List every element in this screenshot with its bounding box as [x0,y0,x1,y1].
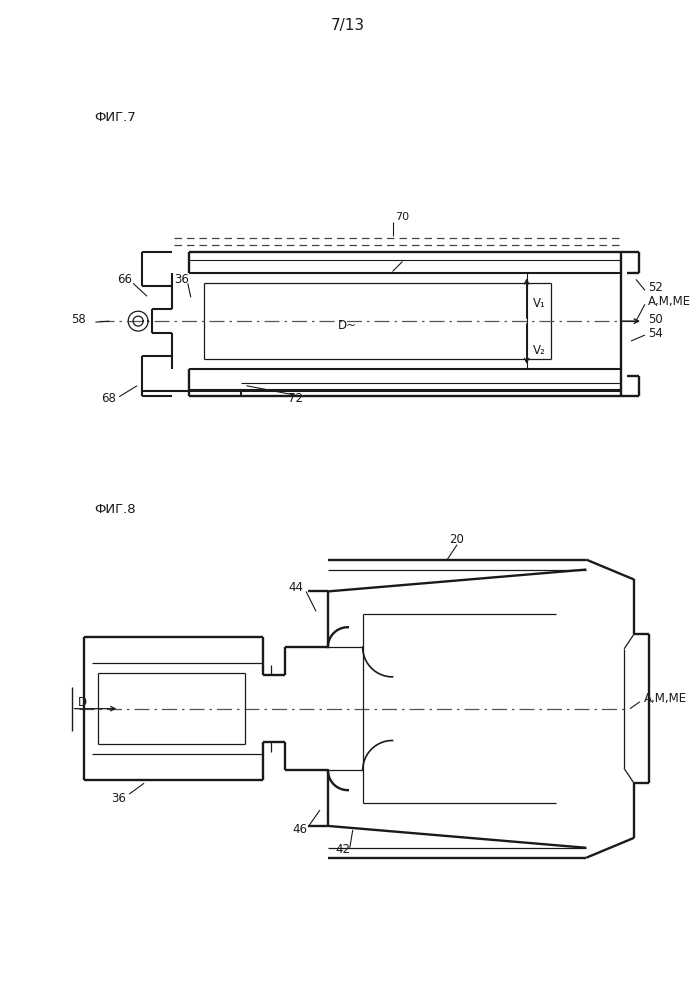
Text: A,M,ME: A,M,ME [644,692,687,705]
Text: 58: 58 [71,313,86,326]
Text: A,M,ME: A,M,ME [648,295,691,308]
Text: 52: 52 [648,281,663,294]
Text: V₂: V₂ [533,345,545,358]
Text: 68: 68 [102,393,116,406]
Text: 72: 72 [288,393,303,406]
Text: ФИГ.7: ФИГ.7 [94,111,136,124]
Text: 46: 46 [292,823,307,836]
Text: 36: 36 [174,273,189,286]
Text: D: D [78,696,87,709]
Text: 50: 50 [648,313,663,326]
Text: 36: 36 [111,791,126,804]
Text: D~: D~ [338,319,357,332]
Text: 7/13: 7/13 [330,18,365,33]
Text: ФИГ.8: ФИГ.8 [94,503,136,516]
Text: 54: 54 [648,327,663,340]
Text: 70: 70 [395,212,409,222]
Text: 20: 20 [449,533,464,546]
Text: 66: 66 [118,273,132,286]
Text: 42: 42 [336,843,351,856]
Text: 44: 44 [288,581,303,594]
Text: V₁: V₁ [533,297,545,310]
